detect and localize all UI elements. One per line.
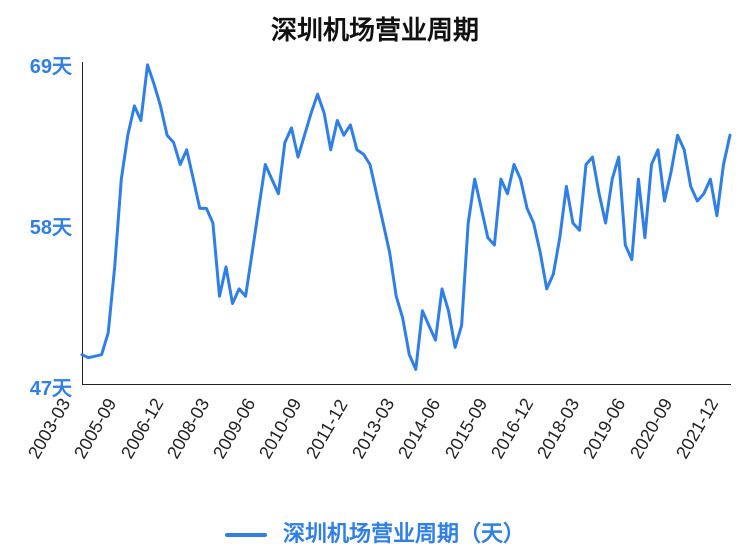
- y-tick-label: 58天: [0, 211, 72, 240]
- legend-label: 深圳机场营业周期（天）: [283, 521, 525, 546]
- chart-legend: 深圳机场营业周期（天）: [0, 516, 750, 548]
- y-tick-label: 69天: [0, 50, 72, 79]
- legend-swatch: [225, 533, 267, 537]
- line-chart: 深圳机场营业周期 47天58天69天 2003-032005-092006-12…: [0, 0, 750, 558]
- chart-svg: [0, 0, 750, 558]
- series-line: [82, 65, 730, 370]
